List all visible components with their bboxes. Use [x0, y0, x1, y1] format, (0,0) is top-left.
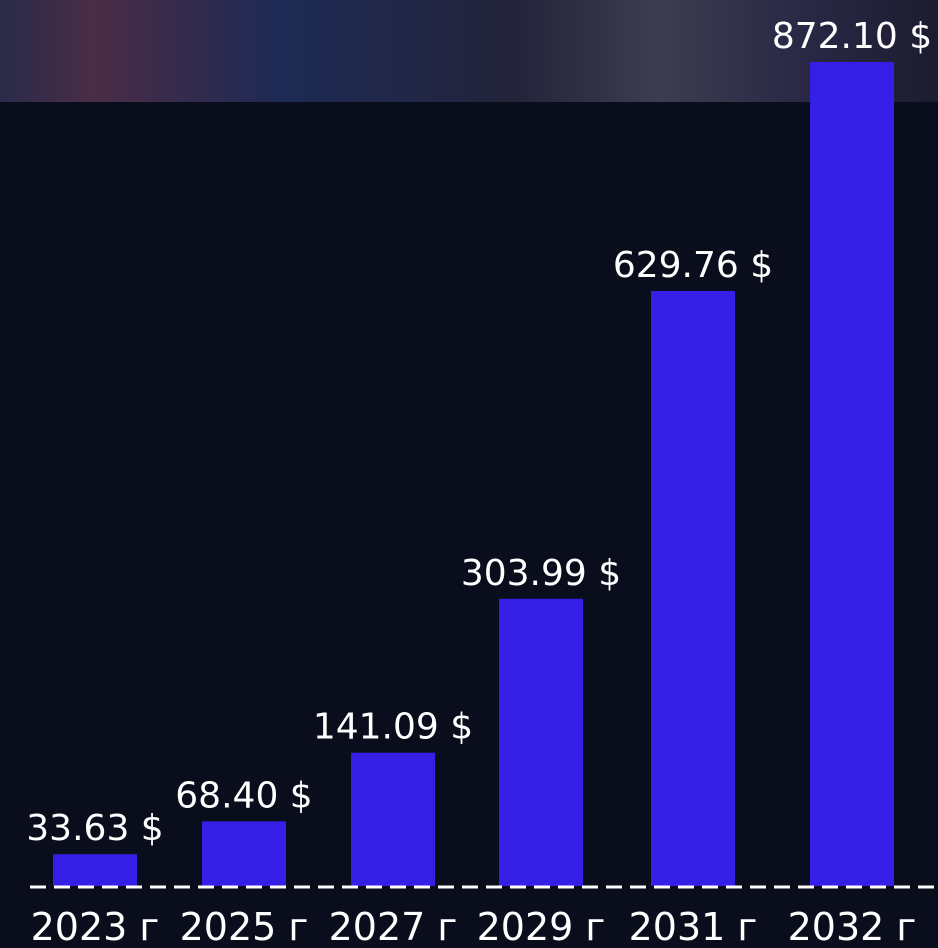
value-label: 33.63 $: [26, 808, 163, 849]
bars-layer: [53, 62, 894, 886]
value-label: 141.09 $: [313, 707, 473, 748]
value-label: 303.99 $: [461, 553, 621, 594]
value-label: 68.40 $: [175, 775, 312, 816]
value-label: 872.10 $: [772, 16, 932, 57]
labels-layer: 33.63 $ 2023 г 68.40 $ 2025 г 141.09 $ 2027 г…: [26, 16, 932, 948]
header-photo-strip: [0, 0, 938, 102]
category-label: 2032 г: [788, 905, 917, 948]
value-label: 629.76 $: [613, 245, 773, 286]
bar-2032: [810, 62, 894, 886]
bar-2027: [351, 752, 435, 886]
bar-2025: [202, 821, 286, 886]
category-label: 2029 г: [477, 905, 606, 948]
category-label: 2023 г: [31, 905, 160, 948]
bar-2031: [651, 290, 735, 886]
bar-2029: [499, 598, 583, 886]
category-label: 2031 г: [629, 905, 758, 948]
bar-2023: [53, 854, 137, 886]
category-label: 2027 г: [329, 905, 458, 948]
category-label: 2025 г: [180, 905, 309, 948]
